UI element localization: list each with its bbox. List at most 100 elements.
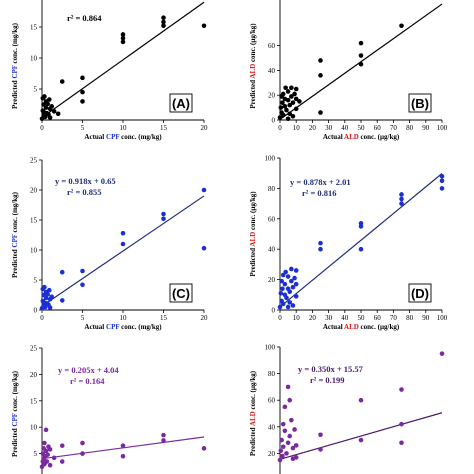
y-axis-label-part: CPF: [11, 234, 19, 247]
y-tick-label: 5: [34, 86, 38, 94]
panel-letter-box: [169, 93, 193, 113]
data-point: [201, 23, 207, 29]
data-point: [358, 397, 364, 403]
data-point: [318, 110, 323, 115]
data-point: [279, 437, 284, 443]
data-point: [42, 304, 48, 310]
data-point: [80, 268, 85, 274]
y-axis-label-part: Predicted: [11, 248, 19, 278]
x-axis-label-part: CPF: [106, 133, 119, 141]
x-axis-label-part: ALD: [344, 323, 359, 331]
x-tick-label: 0: [278, 124, 282, 132]
data-point: [80, 282, 85, 288]
data-point: [287, 111, 293, 117]
r-squared-label: r² = 0.199: [310, 375, 345, 385]
x-axis-label-part: Actual: [84, 323, 106, 331]
regression-equation: y = 0.205x + 4.04: [58, 365, 119, 375]
data-point: [47, 115, 53, 120]
data-point: [283, 85, 288, 91]
data-point: [284, 295, 289, 301]
x-tick-label: 40: [341, 314, 349, 322]
data-point: [161, 15, 166, 20]
x-tick-label: 20: [309, 314, 317, 322]
y-axis-label: Predicted CPF conc. (mg/kg): [11, 191, 19, 278]
data-point: [290, 303, 296, 308]
y-tick-label: 60: [268, 397, 276, 405]
data-point: [289, 85, 294, 91]
data-point: [289, 94, 294, 99]
data-point: [293, 86, 299, 92]
r-squared-label: r² = 0.164: [70, 376, 105, 386]
y-axis-label-part: Predicted: [11, 79, 19, 109]
data-point: [283, 269, 288, 275]
data-point: [41, 102, 46, 107]
data-point: [284, 107, 289, 113]
data-point: [55, 111, 61, 117]
data-point: [278, 448, 284, 454]
x-tick-label: 90: [422, 124, 430, 132]
y-tick-label: 100: [265, 344, 276, 352]
data-point: [51, 109, 57, 114]
regression-line: [279, 412, 443, 460]
x-axis-label-part: Actual: [323, 133, 344, 141]
data-point: [399, 192, 404, 197]
x-tick-label: 80: [406, 314, 414, 322]
x-tick-label: 10: [293, 314, 301, 322]
data-point: [161, 432, 166, 438]
data-point: [280, 112, 286, 118]
data-point: [201, 446, 207, 451]
r-squared-label: r² = 0.855: [67, 187, 102, 197]
data-point: [285, 116, 291, 122]
data-point: [280, 421, 286, 427]
data-point: [285, 274, 291, 279]
y-tick-label: 0: [34, 307, 38, 315]
y-tick-label: 60: [268, 42, 276, 50]
data-point: [278, 290, 284, 296]
data-point: [439, 186, 445, 191]
data-point: [399, 440, 404, 446]
y-tick-label: 10: [30, 424, 38, 432]
y-axis-label-part: ALD: [249, 232, 257, 247]
data-point: [161, 23, 166, 29]
data-point: [282, 281, 288, 287]
data-point: [358, 40, 364, 46]
x-tick-label: 0: [40, 314, 44, 322]
data-point: [292, 275, 297, 281]
y-axis-label: Predicted ALD conc. (µg/kg): [249, 191, 257, 277]
data-point: [284, 451, 289, 456]
data-point: [439, 173, 445, 179]
x-tick-label: 20: [201, 124, 209, 132]
x-tick-label: 40: [341, 124, 349, 132]
data-point: [120, 39, 126, 45]
x-tick-label: 70: [390, 124, 398, 132]
data-point: [80, 75, 85, 81]
y-axis-label-part: ALD: [249, 64, 257, 79]
y-axis-label: Predicted ALD conc. (µg/kg): [249, 23, 257, 109]
x-tick-label: 80: [406, 124, 414, 132]
data-point: [120, 453, 126, 459]
data-point: [161, 211, 166, 217]
y-axis-label-part: Predicted: [249, 79, 257, 109]
data-point: [318, 447, 323, 452]
data-point: [287, 397, 293, 403]
data-point: [280, 286, 285, 292]
data-point: [279, 278, 284, 284]
data-point: [318, 58, 323, 63]
y-tick-label: 0: [272, 307, 276, 315]
x-tick-label: 20: [309, 124, 317, 132]
data-point: [290, 445, 296, 451]
data-point: [282, 104, 288, 109]
data-point: [47, 305, 53, 310]
y-tick-label: 15: [30, 217, 38, 225]
x-tick-label: 15: [160, 314, 168, 322]
data-point: [42, 94, 47, 99]
x-axis-label-part: CPF: [106, 323, 119, 331]
x-tick-label: 30: [325, 314, 333, 322]
y-axis-label: Predicted CPF conc. (mg/kg): [11, 370, 19, 457]
data-point: [280, 453, 285, 459]
y-tick-label: 15: [30, 397, 38, 405]
y-tick-label: 40: [268, 67, 276, 75]
y-tick-label: 60: [268, 215, 276, 223]
data-point: [293, 294, 299, 299]
